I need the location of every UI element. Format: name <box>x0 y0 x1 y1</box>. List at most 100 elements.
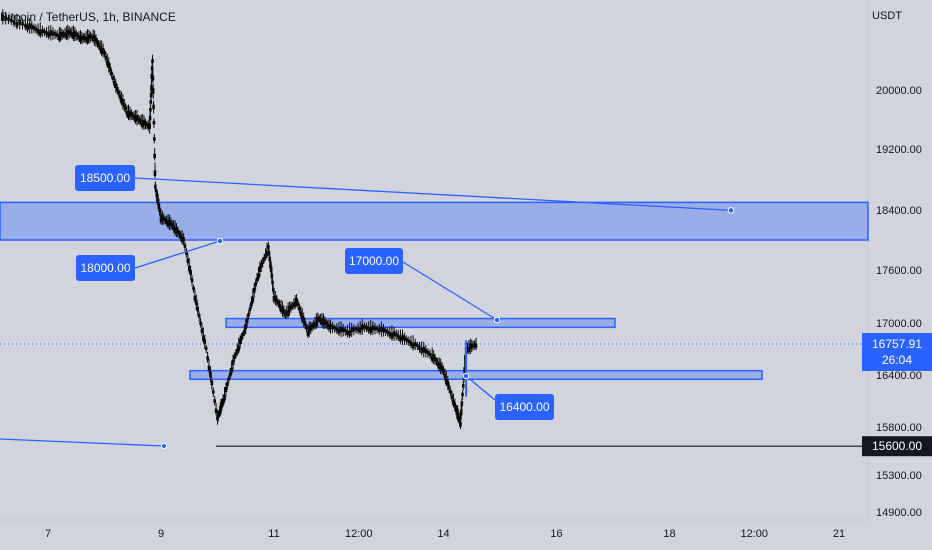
candle-body <box>227 377 231 381</box>
candle-body <box>262 257 266 261</box>
candle-body <box>473 343 476 347</box>
candle-body <box>154 188 158 192</box>
candle-body <box>433 357 437 362</box>
candle-body <box>348 330 351 337</box>
candle-body <box>420 348 423 354</box>
candle-body <box>466 346 469 351</box>
candle-body <box>154 184 157 189</box>
time-tick-label: 9 <box>158 528 164 540</box>
candle-body <box>339 326 343 333</box>
candle-body <box>467 346 471 352</box>
candle-body <box>45 31 48 36</box>
candle-body <box>55 33 59 37</box>
candle-body <box>59 31 63 37</box>
candle-body <box>471 343 475 347</box>
candle-body <box>91 36 95 42</box>
candle-body <box>4 15 7 21</box>
candle-body <box>166 221 170 227</box>
label-18500-connector <box>134 177 732 212</box>
candle-body <box>282 309 286 314</box>
candle-body <box>150 84 153 91</box>
candle-body <box>104 55 108 60</box>
candle-body <box>411 343 415 349</box>
candle-body <box>288 305 291 311</box>
candle-body <box>267 244 270 249</box>
candle-body <box>241 332 245 336</box>
time-tick-label: 18 <box>663 528 675 540</box>
candle-body <box>206 356 209 361</box>
candle-body <box>458 418 462 422</box>
candle-body <box>269 263 272 269</box>
symbol-title[interactable]: Bitcoin / TetherUS, 1h, BINANCE <box>0 10 176 24</box>
candle-body <box>148 115 152 121</box>
candle-body <box>457 412 460 418</box>
candle-body <box>30 24 34 30</box>
candle-body <box>317 316 321 320</box>
lower-trend-line <box>0 438 165 447</box>
candle-body <box>439 363 442 369</box>
candle-body <box>365 325 368 330</box>
candle-body <box>418 346 421 351</box>
candle-body <box>447 385 451 390</box>
time-tick-label: 14 <box>437 528 449 540</box>
label-16400-text: 16400.00 <box>499 400 549 414</box>
candle-body <box>106 60 109 66</box>
candle-body <box>84 36 88 42</box>
candle-body <box>265 250 269 257</box>
candle-body <box>120 98 123 104</box>
candle-body <box>422 346 426 353</box>
candle-body <box>200 328 204 333</box>
candle-body <box>275 298 279 303</box>
candle-body <box>197 314 201 318</box>
candle-body <box>397 334 400 339</box>
candle-body <box>90 35 94 39</box>
candle-body <box>175 227 178 233</box>
candle-body <box>146 124 150 129</box>
candle-body <box>272 296 276 302</box>
candle-body <box>28 23 31 29</box>
candle-body <box>155 193 159 198</box>
candle-body <box>264 253 267 259</box>
candle-body <box>153 170 157 176</box>
price-tick-label: 14900.00 <box>876 507 922 519</box>
candle-body <box>157 203 161 208</box>
support-price-value: 15600.00 <box>872 439 922 453</box>
candle-body <box>125 111 129 116</box>
candle-body <box>163 218 167 222</box>
candle-body <box>192 286 195 290</box>
candle-body <box>244 323 248 330</box>
candle-body <box>281 306 284 312</box>
candle-body <box>310 324 314 328</box>
candle-body <box>250 302 253 307</box>
candle-body <box>149 107 152 112</box>
price-tick-label: 17600.00 <box>876 265 922 277</box>
candle-body <box>158 212 162 216</box>
candle-body <box>79 36 82 42</box>
candle-body <box>403 336 406 341</box>
candle-body <box>156 198 160 205</box>
candle-body <box>122 102 126 108</box>
candle-body <box>185 251 188 255</box>
candle-body <box>369 327 373 334</box>
label-18000-connector <box>134 240 221 269</box>
trend-line-anchor <box>161 443 167 449</box>
candle-body <box>279 306 283 312</box>
zone-17000 <box>225 317 616 329</box>
candle-body <box>49 30 53 36</box>
candle-body <box>176 229 180 234</box>
candle-body <box>158 207 161 212</box>
candle-body <box>258 266 262 272</box>
candle-body <box>261 260 264 264</box>
candle-body <box>284 312 287 316</box>
candle-body <box>306 330 310 336</box>
candle-body <box>269 266 273 272</box>
candle-body <box>440 365 444 371</box>
candle-body <box>428 352 432 357</box>
candle-body <box>96 40 99 45</box>
label-18500-text: 18500.00 <box>80 171 130 185</box>
candle-body <box>148 123 151 129</box>
candle-body <box>220 402 224 407</box>
candle-body <box>337 328 341 334</box>
